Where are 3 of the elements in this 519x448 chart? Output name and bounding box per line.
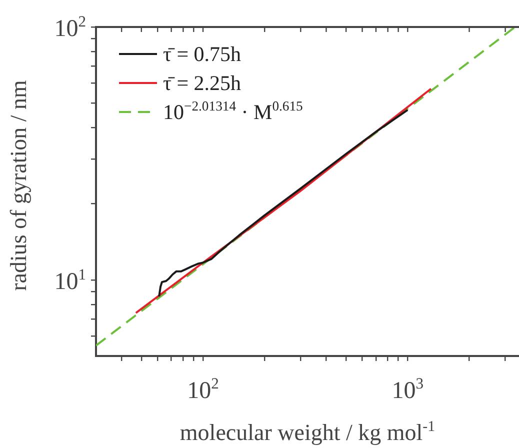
legend-label: τ̄ = 0.75h [163,42,242,66]
y-axis-title: radius of gyration / nm [6,80,31,291]
legend-label: τ̄ = 2.25h [163,71,242,95]
